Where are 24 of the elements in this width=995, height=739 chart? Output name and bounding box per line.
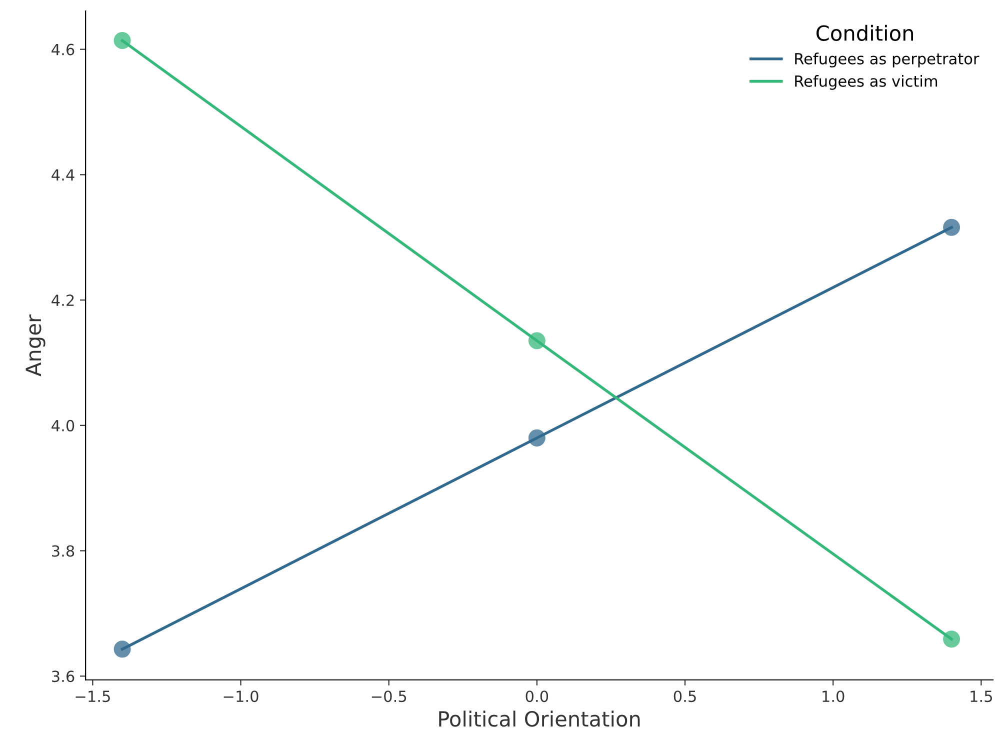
point <box>943 630 960 648</box>
point <box>528 429 546 446</box>
legend-label: Refugees as victim <box>795 75 938 90</box>
legend-title: Condition <box>816 24 914 41</box>
legend-label: Refugees as perpetrator <box>795 52 980 68</box>
x-tick-label: 0.5 <box>674 690 696 702</box>
point <box>943 218 960 236</box>
x-tick-label: −0.5 <box>372 690 406 702</box>
point <box>114 640 131 658</box>
x-tick-label: −1.5 <box>76 690 110 702</box>
y-tick-label: 4.2 <box>52 294 74 306</box>
y-tick-label: 3.6 <box>52 670 74 682</box>
y-tick-label: 4.0 <box>52 420 74 432</box>
point <box>528 332 546 350</box>
x-tick-label: −1.0 <box>224 690 258 702</box>
y-tick-label: 4.6 <box>52 44 74 56</box>
x-tick-label: 1.0 <box>822 690 844 702</box>
point <box>114 32 131 50</box>
x-tick-label: 0.0 <box>526 690 548 702</box>
y-tick-label: 3.8 <box>52 545 74 557</box>
x-tick-label: 1.5 <box>970 690 992 702</box>
y-tick-label: 4.4 <box>52 169 74 180</box>
y-axis-title: Anger <box>26 314 46 376</box>
x-axis-title: Political Orientation <box>439 710 640 727</box>
